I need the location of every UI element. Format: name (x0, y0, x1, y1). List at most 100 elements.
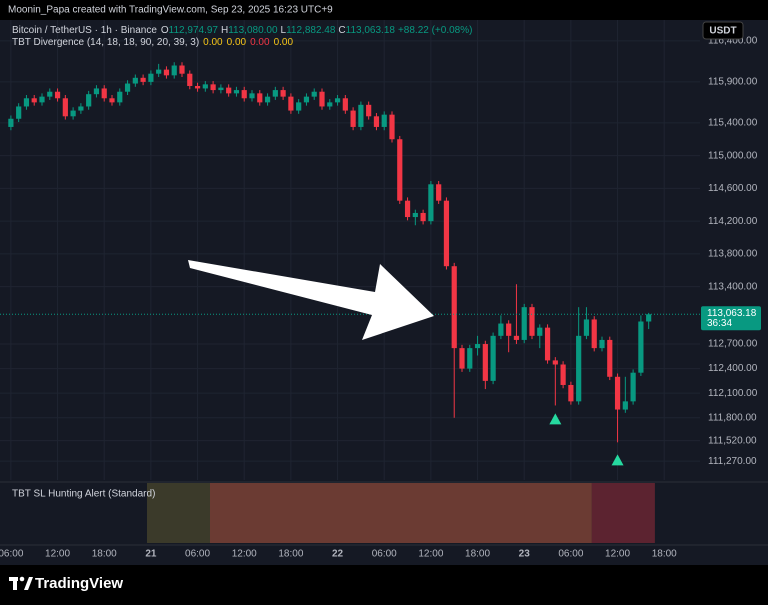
candle-body (513, 335, 520, 340)
candle-body (23, 98, 30, 107)
ohlc-value: 113,080.00 (228, 25, 278, 36)
candle-body (373, 116, 380, 127)
candle-body (420, 212, 426, 222)
candle-body (630, 372, 636, 402)
candle-body (226, 87, 232, 94)
y-tick-label: 116,400.00 (708, 36, 758, 47)
last-price-label: 113,063.18 (707, 308, 757, 319)
signal-triangle (611, 454, 624, 466)
ohlc-key: L (281, 25, 287, 36)
x-tick-label: 12:00 (45, 549, 70, 560)
y-tick-label: 115,900.00 (708, 77, 758, 88)
brand: TradingView (35, 575, 123, 592)
candle-body (482, 344, 488, 381)
candle-body (568, 384, 574, 402)
candle-body (210, 84, 216, 91)
candle-body (39, 96, 45, 103)
candle-body (537, 327, 543, 336)
change: +88.22 (+0.08%) (398, 25, 473, 36)
ohlc-value: 112,974.97 (169, 25, 219, 36)
candle-body (179, 65, 185, 74)
ohlc-key: C (338, 25, 345, 36)
y-tick-label: 114,600.00 (708, 183, 758, 194)
candle-body (31, 98, 37, 103)
x-tick-label: 22 (332, 549, 344, 560)
y-tick-label: 112,700.00 (708, 339, 758, 350)
logo-part (19, 576, 25, 582)
y-tick-label: 115,400.00 (708, 117, 758, 128)
candle-body (428, 184, 434, 222)
brand-logo (9, 576, 33, 590)
ohlc-value: 113,063.18 (346, 25, 396, 36)
candle-body (218, 87, 224, 91)
indicator-name: TBT Divergence (14, 18, 18, 90, 20, 39, … (12, 37, 199, 48)
last-price-box (701, 306, 761, 331)
candle-body (202, 84, 208, 89)
x-tick-label: 12:00 (232, 549, 257, 560)
y-tick-label: 112,400.00 (708, 363, 758, 374)
candle-body (8, 118, 14, 127)
indicator-value: 0.00 (250, 37, 270, 48)
candle-body (280, 90, 286, 97)
candle-body (132, 77, 138, 84)
x-tick-label: 18:00 (652, 549, 677, 560)
candle-body (62, 98, 68, 117)
indicator-line: TBT Divergence (14, 18, 18, 90, 20, 39, … (12, 37, 293, 48)
alert-zone (147, 483, 210, 543)
y-tick-label: 113,800.00 (708, 249, 758, 260)
candle-body (47, 91, 53, 97)
candle-body (319, 91, 325, 107)
alert-zone (591, 483, 655, 543)
candle-body (529, 307, 535, 336)
ohlc-key: O (161, 25, 169, 36)
countdown: 36:34 (707, 318, 732, 329)
y-tick-label: 113,400.00 (708, 281, 758, 292)
candle-body (101, 88, 107, 99)
x-tick-label: 21 (145, 549, 157, 560)
x-tick-label: 06:00 (185, 549, 210, 560)
candle-body (591, 319, 597, 349)
candle-body (334, 98, 341, 103)
ohlc-value: 112,882.48 (286, 25, 336, 36)
candle-body (109, 98, 115, 103)
credit-bar (0, 0, 768, 20)
candle-body (412, 212, 418, 218)
candle-body (124, 83, 131, 92)
candle-body (156, 69, 162, 74)
x-tick-label: 06:00 (372, 549, 397, 560)
candle-body (296, 102, 302, 111)
plot-area (0, 20, 700, 480)
candle-body (249, 93, 255, 99)
candle-body (140, 77, 146, 82)
candle-body (583, 319, 590, 336)
candle-body (467, 348, 473, 369)
x-tick-label: 06:00 (558, 549, 583, 560)
candle-body (311, 91, 317, 97)
candle-body (342, 98, 348, 111)
candle-body (646, 314, 652, 322)
candle-body (397, 139, 403, 201)
candle-body (443, 200, 450, 267)
y-tick-label: 111,520.00 (708, 435, 757, 446)
candle-body (78, 106, 84, 111)
ohlc-key: H (221, 25, 228, 36)
candle-body (638, 321, 644, 373)
footer (0, 565, 768, 605)
candle-body (607, 339, 613, 377)
x-tick-label: 18:00 (465, 549, 490, 560)
candle-body (171, 65, 177, 76)
logo-part (13, 577, 17, 590)
annotation-arrow (188, 260, 434, 340)
x-tick-label: 23 (519, 549, 531, 560)
candle-body (622, 401, 628, 410)
candle-body (576, 335, 582, 402)
candle-body (233, 90, 240, 94)
indicator-value: 0.00 (203, 37, 223, 48)
currency-box (702, 21, 744, 40)
candle-body (187, 73, 193, 86)
x-tick-label: 18:00 (92, 549, 117, 560)
candle-body (560, 364, 566, 385)
candle-body (303, 96, 310, 103)
